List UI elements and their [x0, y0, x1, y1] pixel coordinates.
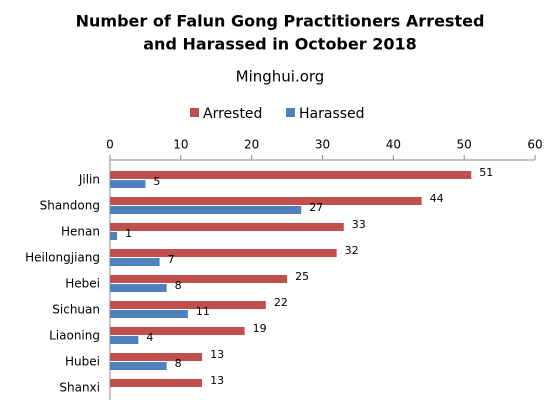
y-tick-label: Sichuan	[52, 303, 100, 317]
bar	[110, 180, 146, 188]
value-label: 44	[430, 192, 444, 205]
chart-title: Number of Falun Gong Practitioners Arres…	[76, 12, 485, 31]
bar	[110, 275, 288, 283]
bar	[110, 206, 302, 214]
bar	[110, 327, 245, 335]
bar	[110, 171, 472, 179]
value-label: 8	[175, 357, 182, 370]
y-tick-label: Hubei	[65, 355, 100, 369]
value-label: 8	[175, 279, 182, 292]
x-tick-label: 30	[315, 138, 330, 152]
bar	[110, 353, 203, 361]
bar	[110, 197, 422, 205]
y-tick-label: Henan	[61, 225, 100, 239]
bar	[110, 379, 203, 387]
legend-swatch	[190, 108, 199, 117]
legend-swatch	[286, 108, 295, 117]
value-label: 5	[153, 175, 160, 188]
bar	[110, 336, 139, 344]
bar	[110, 232, 118, 240]
y-tick-label: Hebei	[65, 277, 100, 291]
value-label: 32	[345, 244, 359, 257]
value-label: 13	[210, 374, 224, 387]
y-tick-label: Jilin	[78, 173, 100, 187]
bar	[110, 223, 344, 231]
value-label: 7	[168, 253, 175, 266]
bar	[110, 258, 160, 266]
value-label: 11	[196, 305, 210, 318]
y-tick-label: Liaoning	[49, 329, 100, 343]
y-tick-label: Heilongjiang	[25, 251, 100, 265]
value-label: 4	[146, 331, 153, 344]
bar	[110, 249, 337, 257]
value-label: 1	[125, 227, 132, 240]
value-label: 25	[295, 270, 309, 283]
value-label: 19	[253, 322, 267, 335]
value-label: 22	[274, 296, 288, 309]
x-tick-label: 40	[386, 138, 401, 152]
value-label: 27	[309, 201, 323, 214]
legend-label: Harassed	[299, 106, 365, 122]
x-tick-label: 50	[457, 138, 472, 152]
x-tick-label: 20	[244, 138, 259, 152]
x-tick-label: 60	[527, 138, 542, 152]
y-tick-label: Shanxi	[59, 381, 100, 395]
legend-label: Arrested	[203, 106, 262, 122]
bar	[110, 301, 266, 309]
bar	[110, 284, 167, 292]
value-label: 33	[352, 218, 366, 231]
bar	[110, 310, 188, 318]
chart-title: and Harassed in October 2018	[143, 35, 416, 54]
value-label: 13	[210, 348, 224, 361]
y-tick-label: Shandong	[40, 199, 100, 213]
chart-subtitle: Minghui.org	[236, 68, 325, 86]
x-tick-label: 0	[106, 138, 114, 152]
value-label: 51	[479, 166, 493, 179]
bar	[110, 362, 167, 370]
x-tick-label: 10	[173, 138, 188, 152]
